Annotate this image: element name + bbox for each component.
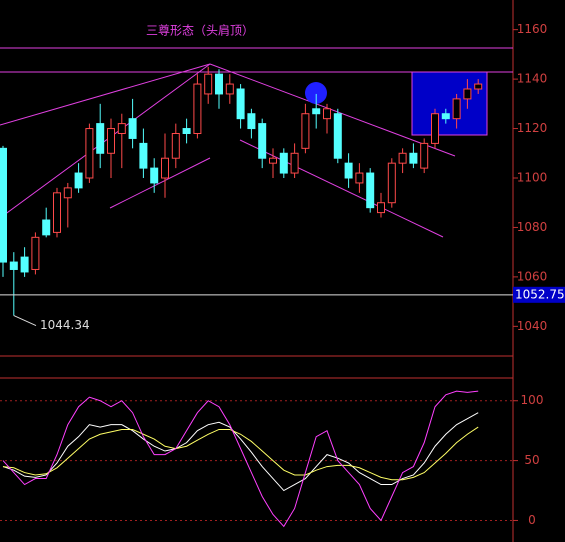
- indicator-line: [2, 390, 479, 528]
- candle-body: [107, 128, 115, 154]
- candle-body: [85, 128, 94, 179]
- candle-body: [53, 192, 61, 233]
- candle-body: [31, 236, 40, 270]
- candle-body: [161, 157, 169, 179]
- candle-body: [215, 73, 223, 95]
- last-price-box: [513, 286, 565, 303]
- y-tick-label: 100: [521, 393, 544, 407]
- y-tick-label: 1040: [517, 319, 548, 333]
- candle-body: [171, 133, 180, 159]
- candle-body: [9, 261, 18, 270]
- y-tick-label: 1120: [517, 121, 548, 135]
- trend-line: [109, 157, 211, 209]
- candle-body: [182, 128, 191, 135]
- candle-body: [452, 98, 461, 120]
- highlight-box: [411, 71, 488, 136]
- chart-title: 三尊形态（头肩顶）: [146, 23, 254, 38]
- candle-body: [74, 172, 83, 189]
- candle-body: [377, 202, 385, 214]
- low-label: 1044.34: [40, 318, 90, 332]
- candle-body: [301, 113, 310, 149]
- candle-body: [139, 142, 148, 169]
- candle-body: [312, 108, 321, 115]
- candle-body: [117, 123, 126, 135]
- candle-body: [366, 172, 375, 209]
- candle-body: [441, 113, 450, 120]
- trend-line: [209, 63, 456, 157]
- y-tick-label: 1060: [517, 269, 548, 283]
- candle-body: [290, 152, 299, 174]
- candle-body: [420, 142, 429, 169]
- y-tick-label: 1080: [517, 220, 548, 234]
- candle-body: [63, 187, 72, 199]
- candle-body: [387, 162, 396, 204]
- candle-body: [344, 162, 353, 179]
- trend-line: [0, 63, 211, 126]
- candle-body: [128, 118, 137, 139]
- candle-body: [279, 152, 288, 174]
- y-tick-label: 1140: [517, 72, 548, 86]
- highlight-circle: [305, 82, 327, 104]
- candle-body: [247, 113, 256, 130]
- trend-line: [0, 63, 211, 219]
- candle-body: [409, 152, 418, 164]
- candle-body: [20, 256, 29, 273]
- candle-body: [269, 157, 277, 164]
- y-tick-label: 1100: [517, 171, 548, 185]
- candle-body: [193, 83, 202, 134]
- candle-body: [150, 167, 159, 184]
- last-price-label: 1052.75: [515, 287, 565, 301]
- candle-body: [355, 172, 364, 184]
- y-tick-label: 50: [524, 453, 539, 467]
- candle-body: [398, 152, 407, 164]
- candle-body: [42, 219, 51, 236]
- candle-body: [258, 123, 267, 159]
- candle-body: [204, 73, 213, 95]
- y-tick-label: 0: [528, 513, 536, 527]
- candle-body: [225, 83, 234, 95]
- candle-body: [323, 108, 331, 120]
- low-pointer: [13, 315, 37, 327]
- y-tick-label: 1160: [517, 22, 548, 36]
- candle-body: [0, 147, 7, 263]
- candle-body: [474, 83, 483, 90]
- trend-line: [239, 139, 444, 238]
- candle-body: [236, 88, 245, 120]
- candle-body: [96, 123, 105, 154]
- candle-body: [463, 88, 472, 100]
- indicator-line: [2, 426, 479, 481]
- candle-body: [333, 113, 342, 159]
- candle-body: [431, 113, 439, 144]
